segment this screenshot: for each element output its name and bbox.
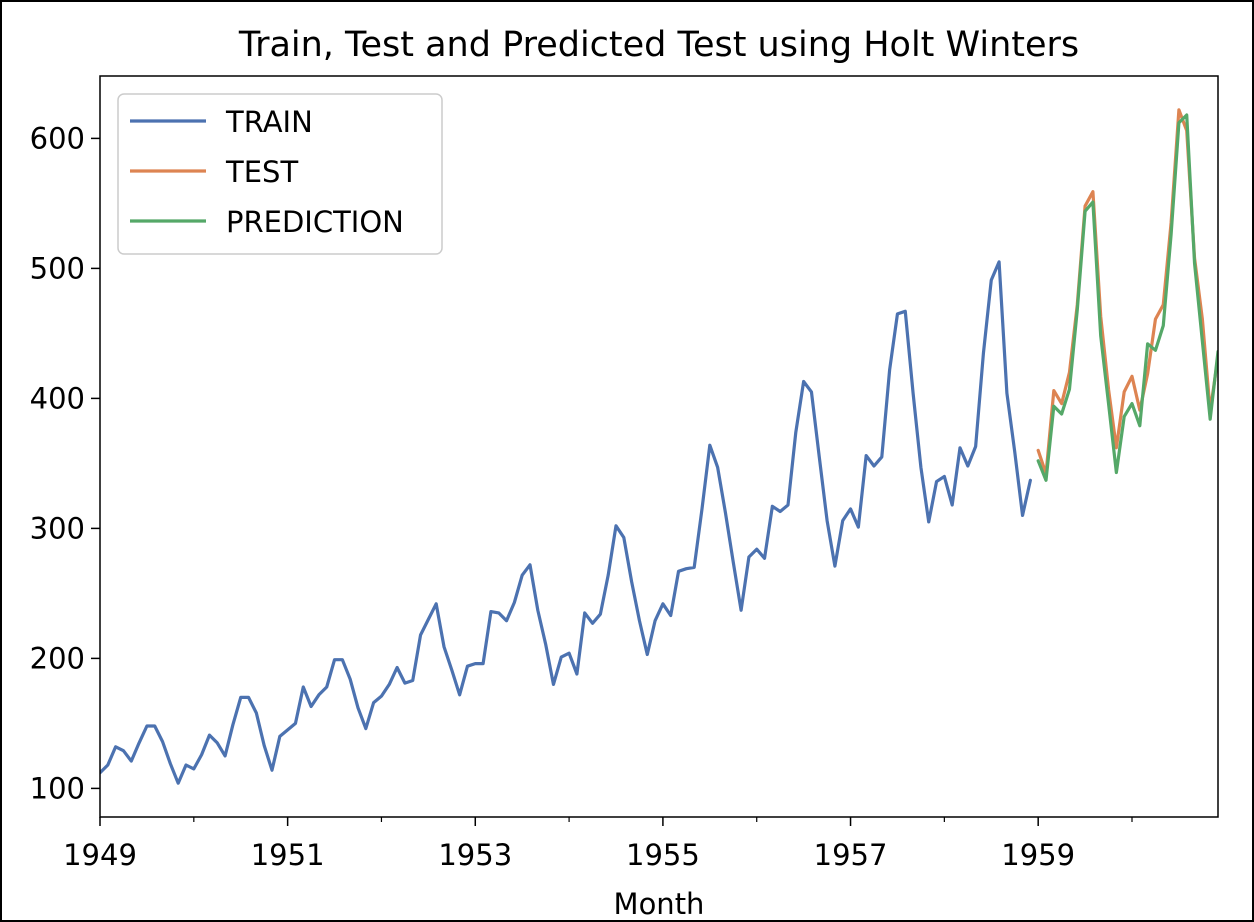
legend-entry-test: TEST — [130, 155, 298, 189]
legend-entry-train: TRAIN — [130, 105, 313, 139]
legend-box — [117, 93, 443, 255]
legend: TRAIN TEST PREDICTION — [117, 93, 443, 255]
y-tick-label: 300 — [30, 511, 85, 545]
y-tick-label: 100 — [30, 771, 85, 805]
series-line-test — [1036, 108, 1218, 476]
x-tick-label: 1949 — [63, 838, 137, 872]
plot-area — [100, 108, 1218, 785]
y-tick-label: 500 — [30, 251, 85, 285]
chart-title: Train, Test and Predicted Test using Hol… — [238, 25, 1079, 65]
y-tick-label: 600 — [30, 121, 85, 155]
series-line-train — [100, 260, 1032, 785]
legend-label: TEST — [225, 155, 298, 189]
axes-box — [99, 75, 1219, 818]
x-tick-label: 1953 — [438, 838, 512, 872]
y-tick-label: 400 — [30, 381, 85, 415]
legend-label: TRAIN — [225, 105, 313, 139]
y-axis: 100 200 300 400 500 600 — [30, 121, 100, 805]
x-tick-label: 1955 — [626, 838, 700, 872]
y-tick-label: 200 — [30, 641, 85, 675]
x-tick-label: 1959 — [1001, 838, 1075, 872]
x-axis-label: Month — [614, 887, 705, 920]
x-axis: 1949 1951 1953 1955 1957 1959 — [63, 817, 1133, 872]
series-line-prediction — [1036, 113, 1218, 482]
legend-entry-prediction: PREDICTION — [130, 205, 404, 239]
x-tick-label: 1957 — [814, 838, 888, 872]
x-tick-label: 1951 — [251, 838, 325, 872]
legend-label: PREDICTION — [226, 205, 404, 239]
